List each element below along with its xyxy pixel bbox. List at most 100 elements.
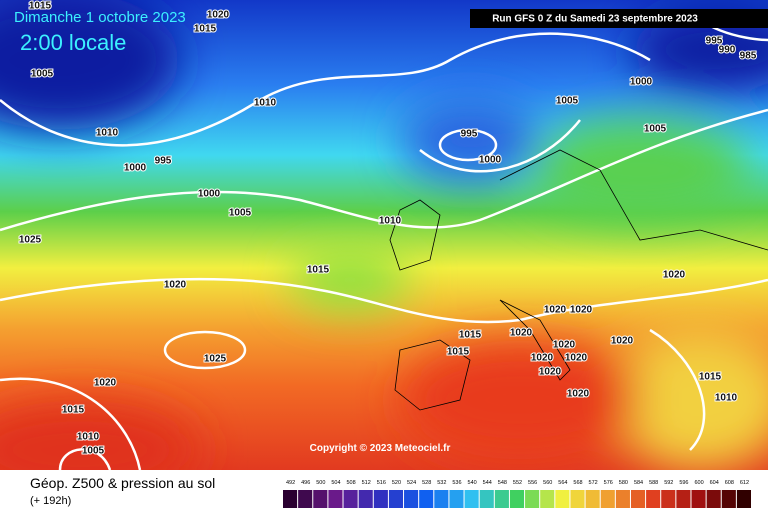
isobar-label: 1020 bbox=[544, 305, 567, 316]
isobar-label: 1020 bbox=[553, 340, 576, 351]
legend-swatch bbox=[706, 490, 721, 508]
legend-swatch bbox=[464, 490, 479, 508]
legend-label: 556 bbox=[528, 480, 537, 486]
legend-swatch bbox=[585, 490, 600, 508]
isobar-label: 1020 bbox=[94, 378, 117, 389]
isobar-labels: 1015 1020 1015 1005 1010 1010 995 1000 995 1000 10… bbox=[18, 0, 758, 458]
isobar-label: 1025 bbox=[19, 235, 42, 246]
isobar-label: 1000 bbox=[630, 77, 653, 88]
legend-swatch bbox=[313, 490, 328, 508]
forecast-date: Dimanche 1 octobre 2023 bbox=[14, 9, 186, 26]
legend-label: 532 bbox=[437, 480, 446, 486]
isobar-label: 1015 bbox=[307, 265, 330, 276]
legend-swatch bbox=[615, 490, 630, 508]
legend-swatch bbox=[721, 490, 736, 508]
isobar-label: 1020 bbox=[164, 280, 187, 291]
isobar-label: 1005 bbox=[556, 96, 579, 107]
legend-swatch bbox=[434, 490, 449, 508]
footer-title: Géop. Z500 & pression au sol bbox=[30, 475, 215, 491]
legend-label: 568 bbox=[573, 480, 582, 486]
isobar-label: 1000 bbox=[198, 189, 221, 200]
legend-swatch bbox=[479, 490, 494, 508]
legend-swatch bbox=[630, 490, 646, 508]
isobar-label: 1010 bbox=[715, 393, 738, 404]
legend-label: 500 bbox=[316, 480, 325, 486]
legend-label: 536 bbox=[452, 480, 461, 486]
isobar-label: 995 bbox=[461, 129, 478, 140]
isobar-label: 1010 bbox=[77, 432, 100, 443]
legend-swatch bbox=[691, 490, 706, 508]
legend-swatch bbox=[661, 490, 676, 508]
isobar-label: 1015 bbox=[447, 347, 470, 358]
legend-label: 588 bbox=[649, 480, 658, 486]
isobar-label: 1020 bbox=[539, 367, 562, 378]
legend-label: 572 bbox=[589, 480, 598, 486]
legend-swatch bbox=[283, 490, 298, 508]
isobar-label: 1020 bbox=[510, 328, 533, 339]
legend-swatch bbox=[570, 490, 585, 508]
isobar-label: 1015 bbox=[699, 372, 722, 383]
legend-swatch bbox=[298, 490, 313, 508]
legend-label: 584 bbox=[634, 480, 643, 486]
legend-swatch bbox=[555, 490, 570, 508]
footer-lead: (+ 192h) bbox=[30, 495, 71, 507]
legend: 492 496 500 504 508 512 516 520 524 528 532 536 540 5… bbox=[283, 480, 751, 508]
legend-label: 504 bbox=[331, 480, 340, 486]
legend-swatch bbox=[676, 490, 691, 508]
legend-label: 600 bbox=[694, 480, 703, 486]
legend-swatch bbox=[343, 490, 358, 508]
legend-label: 520 bbox=[392, 480, 401, 486]
isobar-label: 995 bbox=[155, 156, 172, 167]
legend-label: 524 bbox=[407, 480, 416, 486]
isobar-label: 985 bbox=[740, 51, 757, 62]
isobars bbox=[0, 18, 768, 470]
isobar-label: 1010 bbox=[379, 216, 402, 227]
legend-swatch bbox=[404, 490, 419, 508]
isobar-label: 1010 bbox=[96, 128, 119, 139]
legend-swatch bbox=[509, 490, 525, 508]
legend-swatch bbox=[449, 490, 464, 508]
isobar-label: 1005 bbox=[229, 208, 252, 219]
legend-label: 596 bbox=[679, 480, 688, 486]
isobar-label: 1020 bbox=[531, 353, 554, 364]
legend-label: 508 bbox=[346, 480, 355, 486]
legend-label: 512 bbox=[362, 480, 371, 486]
isobar-label: 1025 bbox=[204, 354, 227, 365]
isobar-label: 1020 bbox=[567, 389, 590, 400]
isobar-label: 1015 bbox=[194, 24, 217, 35]
legend-swatch bbox=[328, 490, 343, 508]
legend-label: 604 bbox=[710, 480, 719, 486]
legend-swatch bbox=[373, 490, 388, 508]
field bbox=[0, 0, 768, 470]
forecast-time: 2:00 locale bbox=[20, 30, 126, 55]
legend-label: 564 bbox=[558, 480, 567, 486]
isobar-label: 1010 bbox=[254, 98, 277, 109]
legend-swatch bbox=[388, 490, 404, 508]
isobar-label: 1020 bbox=[565, 353, 588, 364]
isobar-label: 1015 bbox=[29, 1, 52, 12]
run-info: Run GFS 0 Z du Samedi 23 septembre 2023 bbox=[492, 14, 698, 25]
coastlines bbox=[389, 149, 768, 411]
legend-label: 612 bbox=[740, 480, 749, 486]
legend-label: 580 bbox=[619, 480, 628, 486]
isobar-label: 1015 bbox=[459, 330, 482, 341]
legend-label: 552 bbox=[513, 480, 522, 486]
isobar-label: 1005 bbox=[644, 124, 667, 135]
legend-label: 560 bbox=[543, 480, 552, 486]
isobar-label: 1020 bbox=[663, 270, 686, 281]
legend-label: 540 bbox=[468, 480, 477, 486]
isobar-label: 1020 bbox=[611, 336, 634, 347]
legend-label: 496 bbox=[301, 480, 310, 486]
legend-label: 492 bbox=[286, 480, 295, 486]
isobar-label: 1000 bbox=[479, 155, 502, 166]
isobar-label: 1020 bbox=[207, 10, 230, 21]
isobar-label: 1000 bbox=[124, 163, 147, 174]
legend-label: 544 bbox=[483, 480, 492, 486]
isobar-label: 990 bbox=[719, 45, 736, 56]
legend-label: 608 bbox=[725, 480, 734, 486]
legend-label: 516 bbox=[377, 480, 386, 486]
legend-swatch bbox=[525, 490, 540, 508]
legend-label: 528 bbox=[422, 480, 431, 486]
legend-swatch bbox=[540, 490, 555, 508]
